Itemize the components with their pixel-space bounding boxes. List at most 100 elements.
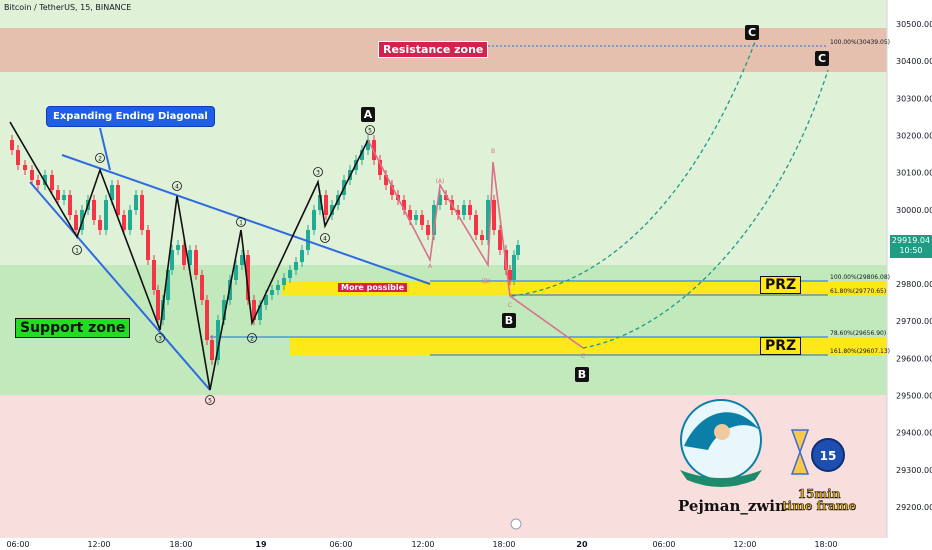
candle-body: [408, 210, 412, 220]
y-tick-label: 29300.00: [896, 466, 932, 475]
candle-body: [282, 278, 286, 285]
candle-body: [306, 230, 310, 250]
candle-body: [512, 255, 516, 280]
wave-count-marker: [320, 233, 330, 243]
candle-body: [188, 250, 192, 265]
candle-body: [486, 200, 490, 240]
level-label: 78.60%(29656.90): [830, 330, 886, 337]
candle-body: [318, 195, 322, 210]
candle-body: [258, 305, 262, 320]
correction-count-label: (B): [482, 278, 491, 285]
x-tick-label: 12:00: [733, 540, 756, 549]
countdown-value: 10:50: [899, 246, 923, 255]
x-tick-label: 06:00: [329, 540, 352, 549]
candle-body: [222, 300, 226, 320]
y-tick-label: 29800.00: [896, 280, 932, 289]
support-zone-label: Support zone: [15, 318, 131, 338]
wave-c-label-1: C: [745, 25, 759, 40]
candle-body: [98, 220, 102, 230]
correction-count-label: A: [428, 263, 433, 270]
candle-body: [456, 210, 460, 215]
x-tick-label: 18:00: [169, 540, 192, 549]
correction-count-label: C: [508, 302, 512, 309]
candle-body: [104, 200, 108, 230]
wave-count-label: 4: [175, 184, 179, 191]
candle-body: [252, 300, 256, 320]
candle-body: [140, 195, 144, 230]
candle-body: [270, 290, 274, 295]
level-label: 100.00%(29806.08): [830, 274, 890, 281]
candle-body: [30, 170, 34, 180]
candle-body: [360, 150, 364, 160]
brand-timeframe-line2: time frame: [782, 499, 857, 513]
candle-body: [324, 195, 328, 215]
candle-body: [480, 235, 484, 240]
candle-body: [200, 275, 204, 300]
x-tick-label: 06:00: [652, 540, 675, 549]
prz-label-upper: PRZ: [760, 276, 802, 294]
candle-body: [444, 195, 448, 200]
wave-count-marker: [365, 125, 375, 135]
y-tick-label: 29400.00: [896, 429, 932, 438]
candle-body: [10, 140, 14, 150]
candle-body: [402, 200, 406, 210]
brand-timeframe: 15min time frame: [782, 488, 857, 513]
x-tick-label: 20: [576, 540, 588, 549]
candle-body: [294, 262, 298, 270]
candle-body: [176, 245, 180, 250]
impulse-wave-line: [9, 121, 369, 391]
candle-body: [122, 215, 126, 230]
prz-zone-lower: [290, 337, 887, 355]
candle-body: [116, 185, 120, 215]
wave-count-marker: [172, 181, 182, 191]
candle-body: [156, 290, 160, 320]
x-tick-label: 18:00: [492, 540, 515, 549]
wave-count-label: 4: [323, 236, 327, 243]
wave-count-marker: [95, 153, 105, 163]
wave-c-label-2: C: [815, 51, 829, 66]
y-tick-label: 30500.00: [896, 20, 932, 29]
hourglass-icon: [790, 429, 810, 475]
candle-body: [438, 195, 442, 205]
candle-body: [492, 200, 496, 230]
wave-b-label-2: B: [575, 367, 589, 382]
candle-body: [288, 270, 292, 278]
candle-body: [420, 215, 424, 225]
candle-body: [68, 195, 72, 215]
candle-body: [508, 270, 512, 280]
diagonal-callout-pointer: [99, 127, 111, 171]
diagonal-lower-line: [29, 181, 211, 391]
wave-b-label-1: B: [502, 313, 516, 328]
wave-count-marker: [247, 333, 257, 343]
price-axis: [887, 0, 932, 550]
y-tick-label: 30400.00: [896, 57, 932, 66]
candle-body: [300, 250, 304, 262]
wave-count-label: 1: [75, 248, 79, 255]
correction-count-label: C: [581, 353, 585, 360]
correction-wave-line: [367, 139, 584, 349]
wave-count-label: 1: [239, 220, 243, 227]
candle-body: [426, 225, 430, 235]
prz-label-lower: PRZ: [760, 337, 802, 355]
y-tick-label: 29700.00: [896, 317, 932, 326]
brand-surfer-icon: [714, 424, 730, 440]
brand-name: Pejman_zwin: [678, 497, 786, 515]
x-tick-label: 06:00: [6, 540, 29, 549]
diagonal-upper-line: [61, 154, 431, 285]
candle-body: [92, 200, 96, 220]
correction-count-label: B: [491, 148, 495, 155]
wave-count-marker: [313, 167, 323, 177]
projection-path-lower: [582, 69, 829, 349]
candle-body: [62, 195, 66, 200]
candle-body: [128, 210, 132, 230]
candle-body: [74, 215, 78, 230]
timeframe-clock-icon: [811, 438, 845, 472]
candle-body: [182, 245, 186, 265]
candle-body: [56, 190, 60, 200]
candle-body: [36, 180, 40, 185]
wave-count-label: 5: [368, 128, 372, 135]
wave-count-marker: [236, 217, 246, 227]
candle-body: [205, 300, 209, 340]
chart-title: Bitcoin / TetherUS, 15, BINANCE: [4, 3, 132, 12]
